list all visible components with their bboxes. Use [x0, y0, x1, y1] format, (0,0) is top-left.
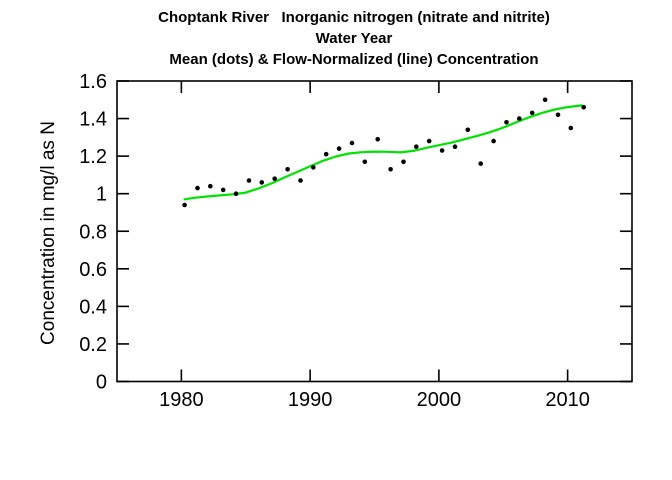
mean-dot: [208, 183, 213, 189]
chart-title-block: Choptank River Inorganic nitrogen (nitra…: [36, 7, 672, 70]
chart-title-line-3: Mean (dots) & Flow-Normalized (line) Con…: [169, 51, 539, 68]
mean-dot: [259, 180, 265, 185]
y-tick-label: 0.2: [79, 334, 107, 356]
mean-dot: [478, 161, 484, 166]
mean-dot: [220, 187, 226, 193]
mean-dot: [542, 97, 548, 103]
y-tick-label: 0.6: [79, 259, 107, 281]
mean-dot: [504, 120, 509, 125]
y-tick-label: 1: [96, 184, 107, 206]
plot-frame: [116, 80, 633, 383]
mean-dot: [323, 151, 329, 157]
mean-dot: [414, 144, 419, 149]
mean-dot: [336, 146, 342, 151]
mean-dot: [246, 178, 252, 183]
mean-dot: [362, 159, 368, 165]
mean-dot: [517, 116, 522, 121]
mean-dot: [272, 176, 278, 181]
chart-title-line-2: Water Year: [315, 30, 393, 47]
x-tick-label: 2010: [545, 389, 590, 411]
mean-dot: [439, 148, 445, 153]
mean-dot: [233, 191, 239, 196]
mean-dot: [568, 125, 574, 131]
mean-dot: [388, 167, 393, 172]
mean-dot: [426, 138, 432, 144]
mean-dot: [555, 112, 561, 118]
chart-title-line-1: Choptank River Inorganic nitrogen (nitra…: [158, 9, 550, 26]
x-tick-label: 1980: [159, 389, 204, 411]
mean-dot: [311, 165, 316, 170]
y-tick-label: 0.8: [79, 221, 107, 243]
mean-dot: [285, 167, 290, 172]
mean-dot: [465, 127, 471, 133]
mean-dot: [349, 140, 355, 146]
y-tick-label: 1.2: [79, 146, 107, 168]
mean-dot: [529, 110, 535, 116]
y-tick-label: 0.4: [79, 296, 107, 318]
x-tick-label: 1990: [288, 389, 333, 411]
y-tick-label: 1.4: [79, 109, 107, 131]
mean-dot: [298, 178, 303, 183]
mean-dot: [581, 105, 586, 110]
mean-dot: [452, 144, 458, 149]
mean-dot: [195, 185, 200, 191]
x-tick-label: 2000: [417, 389, 462, 411]
mean-dot: [401, 159, 406, 165]
flow-normalized-line: [183, 104, 583, 201]
mean-dot: [375, 136, 381, 142]
y-tick-label: 0: [96, 372, 107, 394]
mean-dot: [491, 138, 496, 144]
y-tick-label: 1.6: [79, 71, 107, 93]
mean-dot: [182, 202, 187, 208]
